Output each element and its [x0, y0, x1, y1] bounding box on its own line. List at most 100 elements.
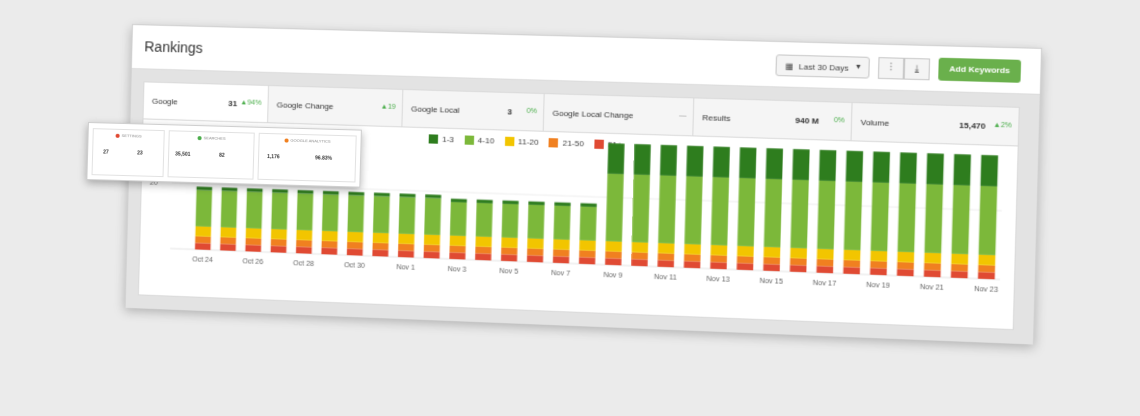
tab-google-local-change[interactable]: Google Local Change — — [544, 94, 695, 135]
bar-segment-4-10 — [924, 184, 943, 253]
bar-segment-21-50 — [475, 246, 491, 253]
download-icon[interactable]: ⤓ — [904, 58, 930, 81]
bar-segment-11-20 — [844, 250, 861, 261]
bar-segment-4-10 — [196, 190, 213, 227]
bar-segment-11-20 — [424, 235, 440, 246]
chevron-down-icon: ▼ — [855, 64, 863, 71]
bar-segment-21-50 — [897, 262, 914, 269]
tab-change: ▲2% — [993, 122, 1012, 130]
bar-segment-51+ — [424, 251, 440, 258]
bar-segment-21-50 — [424, 245, 440, 252]
date-range-dropdown[interactable]: ▦ Last 30 Days ▼ — [775, 54, 870, 78]
bar-segment-1-3 — [528, 201, 544, 205]
bar-segment-51+ — [271, 246, 287, 253]
bar-segment-11-20 — [978, 255, 995, 266]
bar-segment-4-10 — [502, 204, 519, 238]
bar-segment-21-50 — [817, 259, 834, 266]
tab-google-local[interactable]: Google Local 3 0% — [402, 90, 544, 131]
bar-segment-11-20 — [711, 245, 728, 256]
sliders-icon[interactable]: ⫶ — [878, 57, 904, 79]
bar-segment-1-3 — [766, 148, 783, 179]
bar-segment-51+ — [195, 243, 211, 250]
bar-segment-21-50 — [579, 250, 595, 257]
mini-card-title: SETTINGS — [122, 133, 142, 139]
bar-segment-11-20 — [450, 235, 466, 246]
bar-segment-1-3 — [980, 155, 998, 186]
x-tick-label: Nov 13 — [706, 276, 730, 284]
status-dot-icon — [284, 138, 288, 142]
bar-segment-4-10 — [476, 203, 493, 237]
tab-google-change[interactable]: Google Change ▲19 — [268, 86, 403, 126]
bar-segment-11-20 — [684, 244, 701, 255]
tab-volume[interactable]: Volume 15,470 ▲2% — [852, 103, 1019, 145]
tab-label: Google Local — [411, 104, 460, 115]
bar-segment-11-20 — [527, 238, 543, 249]
mini-card-title: GOOGLE ANALYTICS — [290, 138, 330, 144]
bar-segment-11-20 — [220, 227, 236, 238]
add-keywords-button[interactable]: Add Keywords — [938, 58, 1021, 83]
bar-segment-21-50 — [605, 251, 621, 258]
tab-change: ▲94% — [240, 99, 261, 107]
bar-segment-4-10 — [322, 194, 339, 231]
bar-segment-11-20 — [296, 230, 312, 241]
x-tick-label: Nov 21 — [920, 284, 944, 292]
x-tick-label: Nov 5 — [499, 268, 518, 276]
bar-segment-51+ — [296, 247, 312, 254]
bar-segment-1-3 — [926, 153, 944, 184]
bar-segment-21-50 — [553, 249, 569, 256]
bar-segment-4-10 — [271, 192, 288, 229]
mini-card-title: SEARCHES — [204, 135, 226, 141]
x-tick-label: Nov 17 — [813, 280, 837, 288]
page-title: Rankings — [144, 38, 203, 56]
bar-segment-51+ — [951, 271, 968, 278]
bar-segment-21-50 — [790, 258, 807, 265]
bar-segment-11-20 — [870, 251, 887, 262]
bar-segment-1-3 — [323, 191, 339, 195]
x-tick-label: Nov 15 — [759, 278, 783, 286]
bar-segment-1-3 — [739, 147, 756, 178]
bar-segment-51+ — [347, 248, 363, 255]
bar-segment-1-3 — [272, 189, 288, 193]
tab-google[interactable]: Google 31 ▲94% — [144, 82, 270, 122]
tab-change: ▲19 — [381, 103, 396, 111]
bar-segment-51+ — [631, 259, 647, 266]
bar-segment-1-3 — [425, 194, 441, 198]
bar-segment-11-20 — [605, 241, 622, 252]
bar-segment-51+ — [475, 253, 491, 260]
bar-segment-1-3 — [400, 194, 416, 198]
bar-segment-11-20 — [501, 237, 517, 248]
bar-segment-4-10 — [898, 183, 917, 252]
bar-segment-21-50 — [449, 246, 465, 253]
bar-segment-4-10 — [221, 191, 238, 228]
bar-segment-21-50 — [245, 238, 261, 245]
bar-segment-1-3 — [580, 203, 596, 207]
bar-segment-51+ — [816, 266, 833, 273]
mini-card-analytics: GOOGLE ANALYTICS 1,176 96.83% — [257, 133, 356, 183]
tab-label: Results — [702, 113, 730, 123]
bar-segment-4-10 — [580, 206, 597, 240]
tab-results[interactable]: Results 940 M 0% — [693, 98, 852, 140]
bar-segment-1-3 — [451, 199, 467, 203]
bar-segment-51+ — [605, 258, 621, 265]
bar-segment-11-20 — [373, 233, 389, 244]
bar-segment-51+ — [684, 261, 701, 268]
bar-segment-51+ — [321, 247, 337, 254]
tab-value: 940 M — [795, 116, 819, 126]
tab-label: Google — [152, 97, 178, 107]
bar-segment-11-20 — [579, 240, 595, 251]
x-tick-label: Nov 19 — [866, 282, 890, 290]
x-tick-label: Oct 28 — [293, 260, 314, 268]
bar-segment-4-10 — [711, 177, 729, 245]
x-tick-label: Nov 1 — [396, 264, 415, 272]
panel-body: Google 31 ▲94% Google Change ▲19 Google … — [126, 69, 1040, 345]
bar-segment-4-10 — [737, 178, 755, 247]
bar-segment-21-50 — [710, 255, 727, 262]
bar-segment-51+ — [790, 265, 807, 272]
bar-segment-51+ — [763, 264, 780, 271]
tab-value: 15,470 — [959, 121, 986, 131]
bar-segment-51+ — [501, 254, 517, 261]
bar-segment-21-50 — [843, 260, 860, 267]
bar-segment-4-10 — [450, 202, 467, 236]
bar-segment-51+ — [579, 257, 595, 264]
x-tick-label: Nov 7 — [551, 270, 570, 278]
